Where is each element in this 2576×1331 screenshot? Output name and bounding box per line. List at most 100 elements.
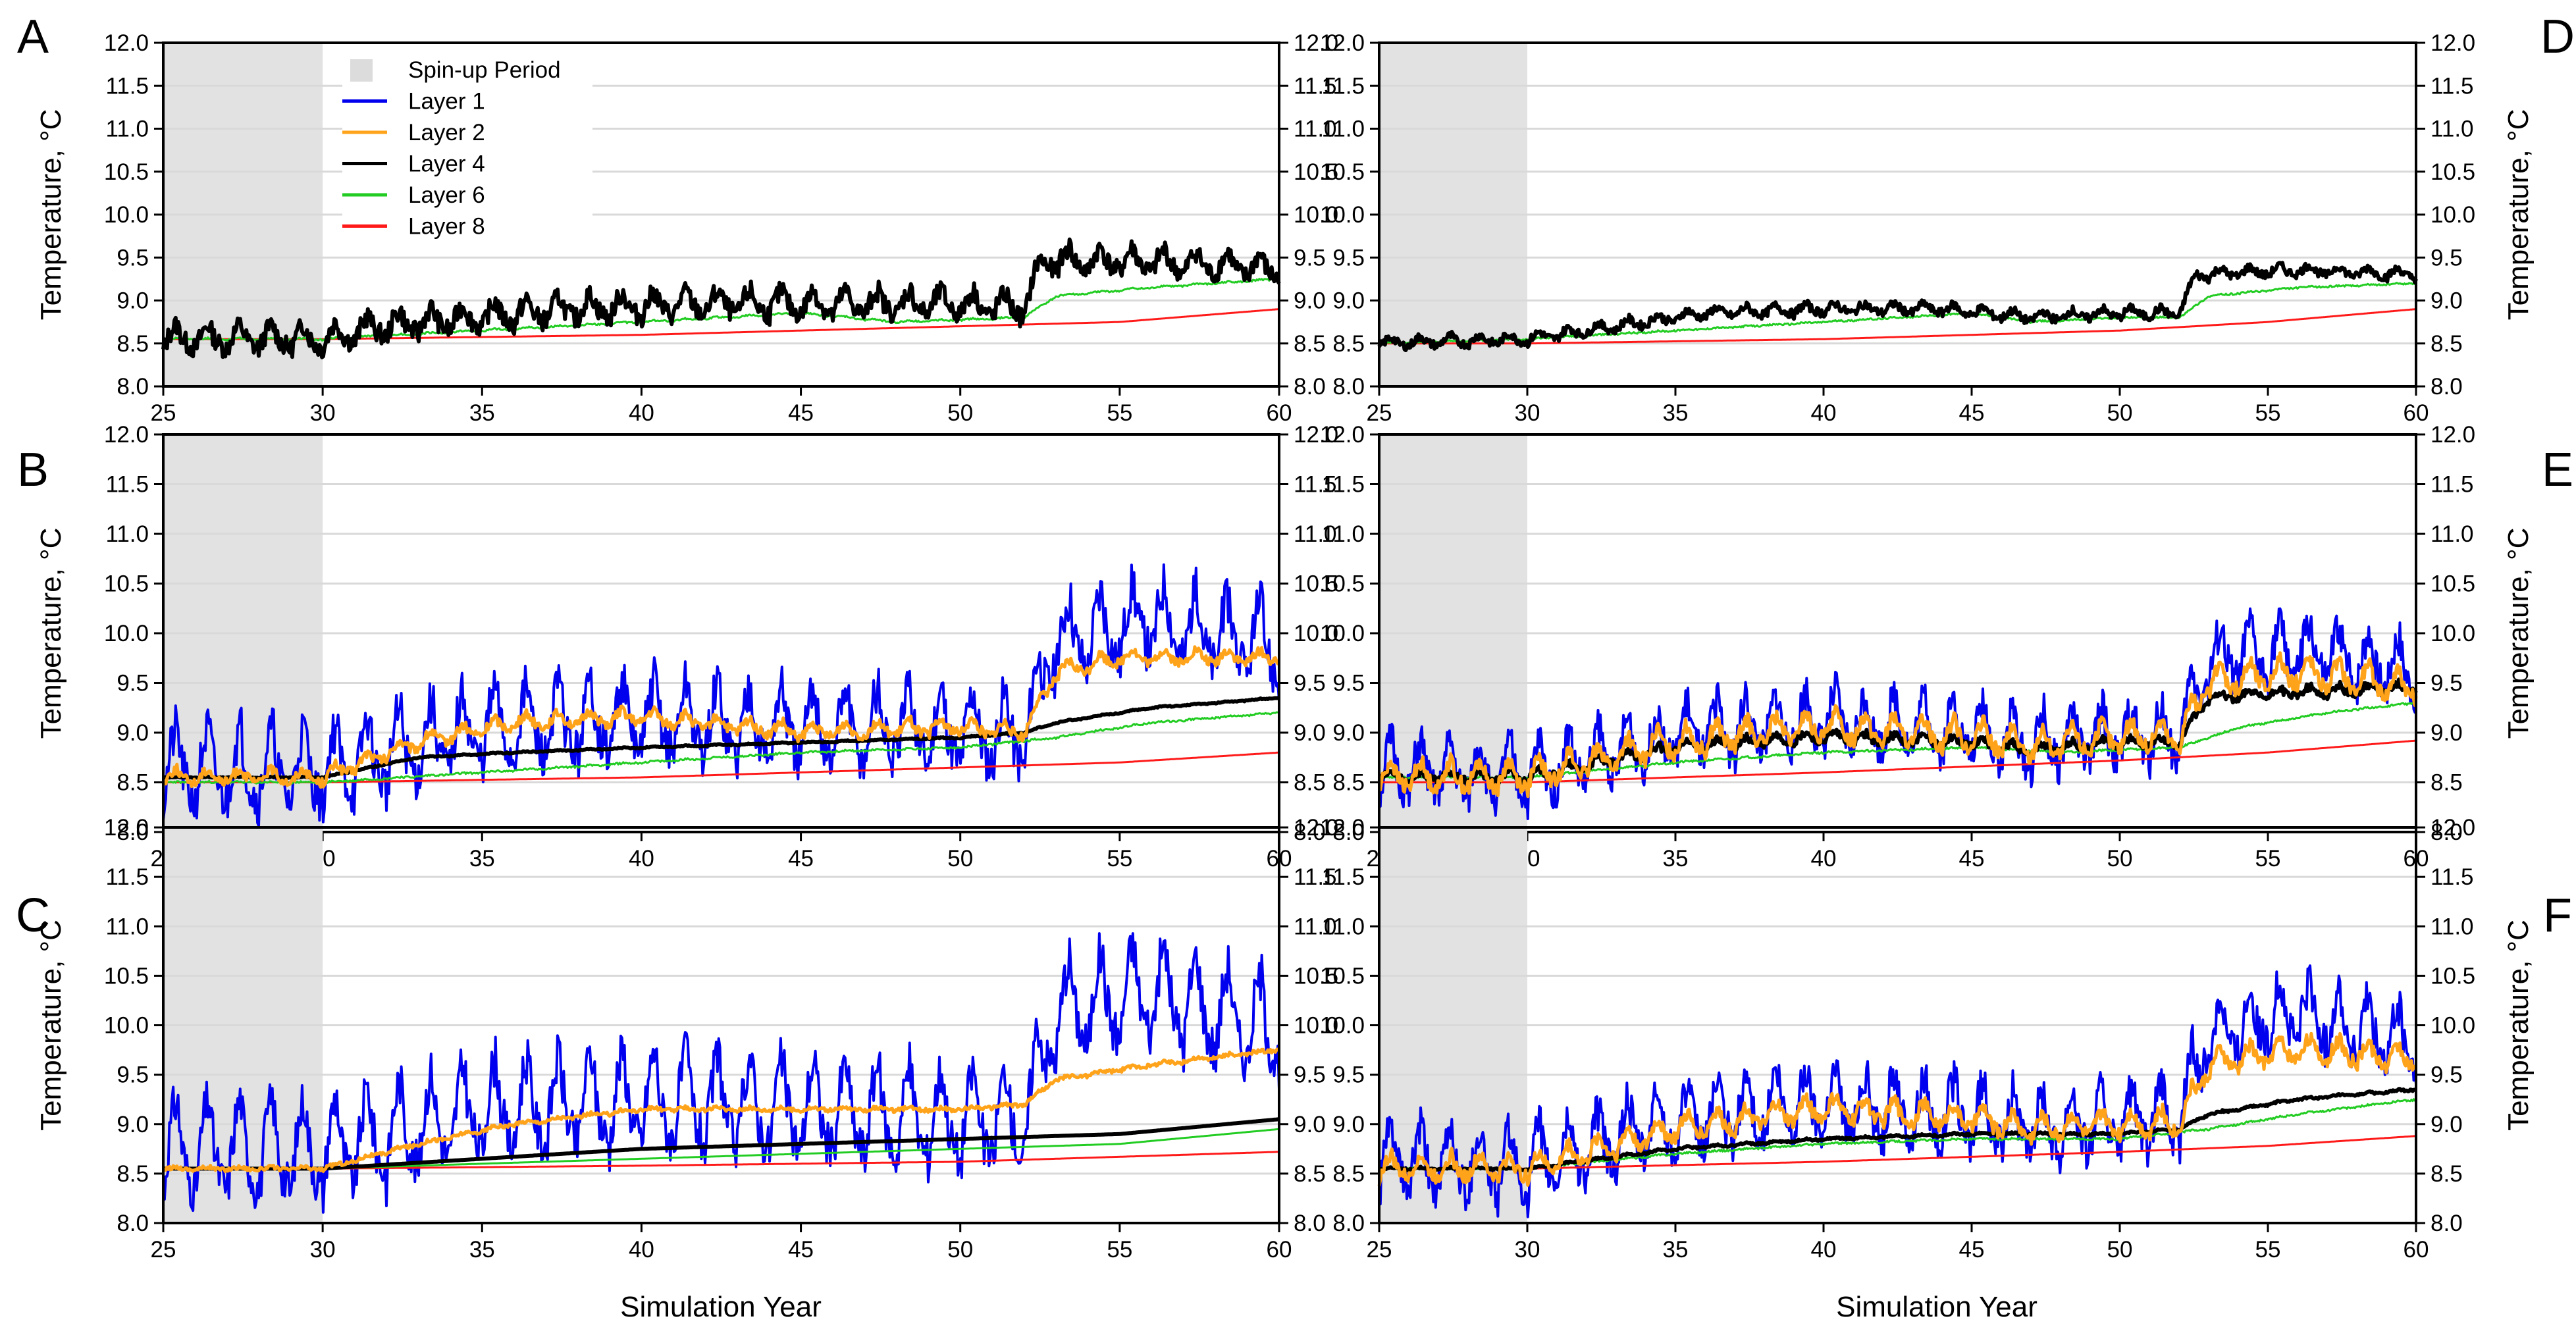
y-axis-title: Temperature, °C: [35, 528, 67, 739]
y-tick-label: 9.0: [1332, 1112, 1365, 1137]
y-tick-label: 10.0: [2431, 202, 2475, 228]
panel-letter-d: D: [2540, 11, 2575, 63]
x-tick-label: 35: [1663, 846, 1689, 872]
legend-label-layer-2: Layer 2: [408, 120, 485, 145]
y-tick-label: 8.5: [1332, 770, 1365, 796]
y-tick-label: 11.0: [105, 914, 149, 939]
series-line-layer-4: [162, 696, 1280, 781]
y-tick-label: 11.5: [1294, 472, 1337, 498]
x-tick-label: 55: [1107, 1237, 1132, 1263]
y-tick-label: 11.5: [1321, 73, 1365, 99]
y-tick-label: 10.5: [1320, 963, 1365, 989]
y-tick-label: 8.5: [2431, 770, 2463, 796]
y-tick-label: 11.0: [1294, 914, 1337, 939]
y-tick-label: 11.5: [1294, 864, 1337, 890]
x-tick-label: 45: [788, 1237, 814, 1263]
y-tick-label: 12.0: [1294, 422, 1338, 448]
x-tick-label: 55: [1107, 846, 1132, 872]
y-tick-label: 8.5: [1332, 1161, 1365, 1187]
x-tick-label: 25: [1367, 1237, 1392, 1263]
x-tick-label: 30: [1515, 1237, 1540, 1263]
series-line-layer-4: [1377, 261, 2418, 352]
series-line-layer-8: [1379, 308, 2417, 345]
y-tick-label: 11.0: [105, 521, 149, 547]
series-line-layer-6: [163, 711, 1280, 785]
y-tick-label: 9.5: [2431, 1062, 2463, 1088]
y-axis-title: Temperature, °C: [2502, 920, 2535, 1131]
y-axis-title: Temperature, °C: [2502, 109, 2535, 321]
y-tick-label: 9.0: [117, 720, 149, 746]
y-tick-label: 8.0: [2431, 1211, 2463, 1236]
y-tick-label: 9.0: [1332, 288, 1365, 314]
y-tick-label: 10.5: [1320, 571, 1365, 597]
y-tick-label: 8.5: [117, 1161, 149, 1187]
x-tick-label: 60: [1267, 1237, 1292, 1263]
y-tick-label: 11.0: [2431, 521, 2474, 547]
y-tick-label: 12.0: [1294, 815, 1338, 841]
x-tick-label: 50: [2107, 400, 2133, 426]
y-tick-label: 12.0: [1320, 815, 1365, 841]
y-tick-label: 11.5: [105, 864, 149, 890]
y-tick-label: 11.5: [105, 73, 149, 99]
y-tick-label: 9.0: [2431, 288, 2463, 314]
y-tick-label: 11.5: [1321, 472, 1365, 498]
y-tick-label: 11.0: [1294, 521, 1337, 547]
y-tick-label: 8.5: [1294, 331, 1326, 357]
x-tick-label: 25: [151, 400, 176, 426]
legend-label-spin-up-period: Spin-up Period: [408, 57, 561, 83]
panels: 8.0 8.08.5 8.59.0 9.09.5 9.510.0 10.010.5 10.5…: [16, 11, 2575, 1263]
y-tick-label: 9.5: [1294, 671, 1326, 696]
y-tick-label: 12.0: [104, 422, 149, 448]
series-line-layer-1: [1378, 607, 2417, 820]
y-tick-label: 10.0: [2431, 621, 2475, 646]
y-tick-label: 10.5: [1294, 159, 1338, 185]
y-tick-label: 8.0: [117, 820, 149, 845]
y-tick-label: 9.0: [1294, 288, 1326, 314]
panel-c: 8.0 8.0 8.5 8.5 9.0 9.0 9.5 9.5 10.0 10.0 10.5 10.5…: [16, 815, 1338, 1263]
y-tick-label: 8.0: [1294, 1211, 1326, 1236]
panel-f: 8.0 8.0 8.5 8.5 9.0 9.0 9.5 9.5 10.0 10.0 10.5 10.5…: [1320, 815, 2572, 1263]
panel-b: 8.0 8.0 8.5 8.5 9.0 9.0 9.5 9.5 10.0 10.0 10.5 10.5…: [17, 422, 1338, 872]
y-tick-label: 9.5: [2431, 671, 2463, 696]
y-tick-label: 8.0: [1332, 820, 1365, 845]
y-tick-label: 8.0: [1332, 1211, 1365, 1236]
y-tick-label: 10.0: [104, 202, 149, 228]
x-tick-label: 55: [1107, 400, 1132, 426]
y-tick-label: 11.5: [2431, 864, 2474, 890]
y-tick-label: 10.5: [2431, 571, 2475, 597]
y-tick-label: 9.5: [117, 1062, 149, 1088]
panel-e: 8.0 8.0 8.5 8.5 9.0 9.0 9.5 9.5 10.0 10.0 10.5 10.5…: [1320, 422, 2573, 872]
y-axis-title: Temperature, °C: [35, 109, 67, 321]
y-tick-label: 10.0: [104, 621, 149, 646]
x-axis-title-left: Simulation Year: [620, 1291, 822, 1323]
panel-letter-b: B: [17, 444, 49, 496]
y-tick-label: 10.5: [1294, 571, 1338, 597]
y-tick-label: 9.0: [1332, 720, 1365, 746]
y-tick-label: 11.0: [1321, 521, 1365, 547]
x-tick-label: 50: [947, 400, 973, 426]
y-tick-label: 9.5: [1332, 671, 1365, 696]
x-tick-label: 60: [2404, 1237, 2429, 1263]
series-line-layer-4: [162, 1117, 1280, 1171]
y-tick-label: 10.5: [104, 963, 149, 989]
y-tick-label: 11.5: [2431, 73, 2474, 99]
x-tick-label: 55: [2255, 400, 2281, 426]
y-tick-label: 11.5: [1294, 73, 1337, 99]
y-tick-label: 11.0: [2431, 914, 2474, 939]
x-tick-label: 50: [947, 846, 973, 872]
panel-letter-f: F: [2543, 889, 2572, 942]
series-line-layer-2: [1377, 651, 2418, 798]
y-tick-label: 11.5: [2431, 472, 2474, 498]
legend-label-layer-8: Layer 8: [408, 214, 485, 240]
series-line-layer-1: [162, 563, 1280, 827]
y-tick-label: 8.0: [2431, 820, 2463, 845]
x-tick-label: 45: [788, 846, 814, 872]
panel-d: 8.0 8.0 8.5 8.5 9.0 9.0 9.5 9.5 10.0 10.0 10.5 10.5…: [1320, 11, 2575, 426]
y-tick-label: 11.5: [1321, 864, 1365, 890]
legend-label-layer-6: Layer 6: [408, 182, 485, 208]
x-tick-label: 30: [1515, 400, 1540, 426]
y-axis-title: Temperature, °C: [35, 920, 67, 1131]
y-tick-label: 10.0: [104, 1013, 149, 1039]
x-tick-label: 60: [1267, 400, 1292, 426]
x-tick-label: 30: [310, 1237, 336, 1263]
